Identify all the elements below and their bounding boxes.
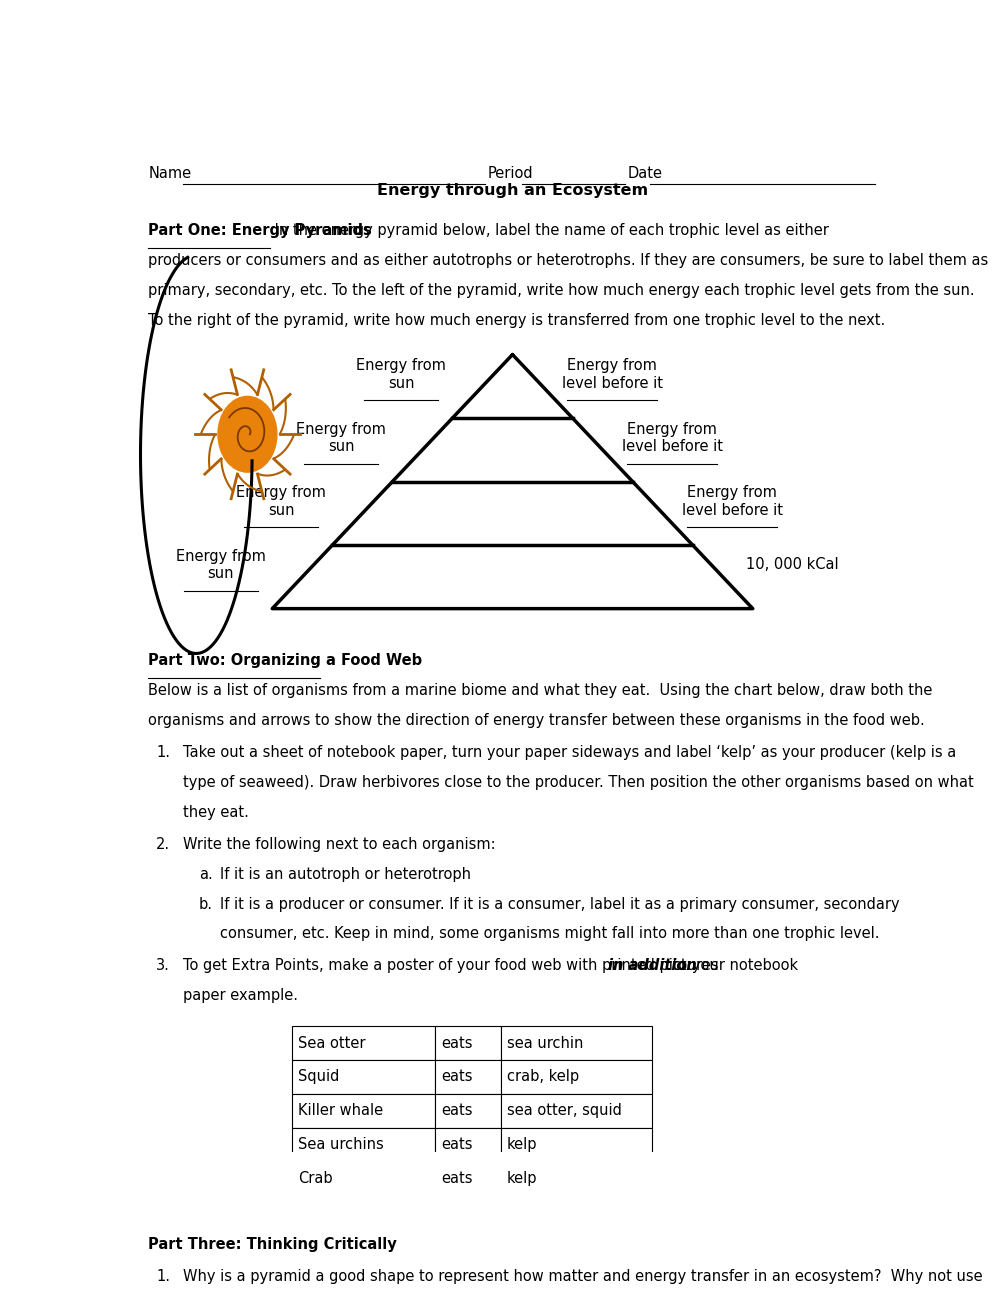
Text: kelp: kelp	[507, 1171, 538, 1187]
Text: Energy from
level before it: Energy from level before it	[622, 422, 723, 454]
Text: 2.: 2.	[156, 837, 170, 851]
Text: Part Two: Organizing a Food Web: Part Two: Organizing a Food Web	[148, 653, 422, 669]
Text: Take out a sheet of notebook paper, turn your paper sideways and label ‘kelp’ as: Take out a sheet of notebook paper, turn…	[183, 745, 956, 760]
Text: eats: eats	[441, 1137, 473, 1152]
Text: Part One: Energy Pyramids: Part One: Energy Pyramids	[148, 223, 372, 238]
Text: Energy through an Ecosystem: Energy through an Ecosystem	[377, 184, 648, 198]
Bar	[435, 1128, 501, 1162]
Text: sea urchin: sea urchin	[507, 1035, 583, 1051]
Text: Why is a pyramid a good shape to represent how matter and energy transfer in an : Why is a pyramid a good shape to represe…	[183, 1269, 983, 1284]
Text: paper example.: paper example.	[183, 989, 298, 1003]
Text: eats: eats	[441, 1035, 473, 1051]
Text: In the energy pyramid below, label the name of each trophic level as either: In the energy pyramid below, label the n…	[270, 223, 829, 238]
Text: sea otter, squid: sea otter, squid	[507, 1104, 622, 1118]
Text: Energy from
sun: Energy from sun	[236, 485, 326, 518]
Text: Energy from
sun: Energy from sun	[296, 422, 386, 454]
Text: Energy from
level before it: Energy from level before it	[682, 485, 783, 518]
Text: consumer, etc. Keep in mind, some organisms might fall into more than one trophi: consumer, etc. Keep in mind, some organi…	[220, 927, 880, 942]
Bar	[501, 1060, 652, 1093]
Text: Period: Period	[488, 166, 533, 181]
Bar	[435, 1026, 501, 1060]
Text: Crab: Crab	[298, 1171, 332, 1187]
Text: b.: b.	[199, 897, 213, 911]
Text: Energy from
sun: Energy from sun	[356, 358, 446, 391]
Text: primary, secondary, etc. To the left of the pyramid, write how much energy each : primary, secondary, etc. To the left of …	[148, 283, 975, 298]
Text: Sea urchins: Sea urchins	[298, 1137, 384, 1152]
Text: organisms and arrows to show the direction of energy transfer between these orga: organisms and arrows to show the directi…	[148, 713, 925, 729]
Bar	[435, 1060, 501, 1093]
Bar	[501, 1093, 652, 1128]
Text: a.: a.	[199, 867, 212, 881]
Bar	[501, 1162, 652, 1196]
Text: Write the following next to each organism:: Write the following next to each organis…	[183, 837, 496, 851]
Text: eats: eats	[441, 1069, 473, 1084]
Text: Date: Date	[627, 166, 662, 181]
Text: Killer whale: Killer whale	[298, 1104, 383, 1118]
Bar	[501, 1026, 652, 1060]
Bar	[292, 1093, 435, 1128]
Text: Energy from
sun: Energy from sun	[176, 549, 266, 581]
Text: 10, 000 kCal: 10, 000 kCal	[746, 558, 839, 572]
Text: Sea otter: Sea otter	[298, 1035, 365, 1051]
Text: Below is a list of organisms from a marine biome and what they eat.  Using the c: Below is a list of organisms from a mari…	[148, 683, 933, 699]
Bar	[292, 1026, 435, 1060]
Text: Name: Name	[148, 166, 191, 181]
Text: If it is an autotroph or heterotroph: If it is an autotroph or heterotroph	[220, 867, 471, 881]
Text: they eat.: they eat.	[183, 805, 249, 820]
Text: in addition: in addition	[608, 959, 697, 973]
Text: eats: eats	[441, 1104, 473, 1118]
Text: 3.: 3.	[156, 959, 170, 973]
Text: 1.: 1.	[156, 1269, 170, 1284]
Text: If it is a producer or consumer. If it is a consumer, label it as a primary cons: If it is a producer or consumer. If it i…	[220, 897, 900, 911]
Text: kelp: kelp	[507, 1137, 538, 1152]
Text: eats: eats	[441, 1171, 473, 1187]
Text: producers or consumers and as either autotrophs or heterotrophs. If they are con: producers or consumers and as either aut…	[148, 252, 988, 268]
Text: to your notebook: to your notebook	[668, 959, 798, 973]
Bar	[292, 1162, 435, 1196]
Bar	[435, 1093, 501, 1128]
Bar	[435, 1162, 501, 1196]
Bar	[292, 1060, 435, 1093]
Text: Part Three: Thinking Critically: Part Three: Thinking Critically	[148, 1237, 397, 1253]
Text: type of seaweed). Draw herbivores close to the producer. Then position the other: type of seaweed). Draw herbivores close …	[183, 775, 974, 791]
Text: To the right of the pyramid, write how much energy is transferred from one troph: To the right of the pyramid, write how m…	[148, 313, 886, 327]
Bar	[292, 1128, 435, 1162]
Text: Squid: Squid	[298, 1069, 339, 1084]
Text: 1.: 1.	[156, 745, 170, 760]
Text: crab, kelp: crab, kelp	[507, 1069, 579, 1084]
Text: Energy from
level before it: Energy from level before it	[562, 358, 663, 391]
Bar	[501, 1128, 652, 1162]
Text: To get Extra Points, make a poster of your food web with printed pictures: To get Extra Points, make a poster of yo…	[183, 959, 723, 973]
Circle shape	[218, 396, 277, 472]
